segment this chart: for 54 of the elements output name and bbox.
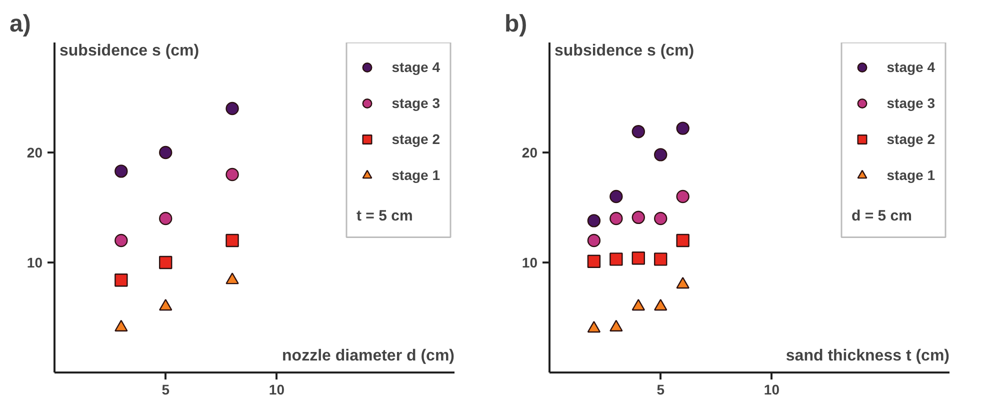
legend-label: stage 2 [886, 131, 935, 147]
point [654, 212, 668, 226]
point [654, 252, 668, 266]
x-tick-label: 5 [656, 382, 665, 398]
point [632, 252, 645, 265]
x-axis-title: sand thickness t (cm) [786, 348, 950, 364]
point [226, 272, 239, 284]
point [654, 148, 668, 162]
legend-label: stage 3 [392, 95, 440, 111]
annotation: t = 5 cm [356, 207, 413, 224]
point [610, 190, 623, 204]
point [587, 214, 601, 228]
point [587, 320, 601, 333]
point [114, 234, 128, 248]
y-tick-label: 20 [26, 144, 43, 160]
point [226, 102, 239, 116]
point [632, 298, 645, 311]
y-axis-title: subsidence s (cm) [60, 42, 200, 60]
point [114, 274, 128, 287]
point [632, 125, 645, 138]
legend-label: stage 4 [392, 59, 440, 75]
legend-label: stage 2 [392, 131, 440, 147]
chart-title: b) [504, 10, 528, 38]
legend-label: stage 1 [392, 167, 440, 183]
point [587, 234, 601, 248]
x-tick-label: 5 [162, 382, 170, 398]
point [226, 168, 239, 182]
point [654, 298, 668, 311]
annotation: d = 5 cm [852, 207, 912, 224]
point [676, 276, 690, 289]
point [159, 212, 172, 226]
x-tick-label: 10 [268, 382, 285, 398]
legend-label: stage 3 [886, 95, 935, 111]
chart-title: a) [10, 10, 31, 38]
point [676, 122, 690, 135]
point [676, 234, 690, 248]
point [610, 212, 623, 226]
y-axis-title: subsidence s (cm) [554, 42, 694, 60]
point [610, 320, 623, 332]
point [159, 146, 172, 160]
y-tick-label: 20 [522, 144, 538, 160]
point [159, 256, 172, 270]
point [587, 254, 601, 268]
point [610, 252, 623, 266]
legend-label: stage 4 [886, 59, 935, 75]
point [114, 320, 128, 332]
point [159, 298, 172, 311]
point [226, 234, 239, 248]
x-axis-title: nozzle diameter d (cm) [282, 348, 455, 364]
point [114, 164, 128, 178]
point [632, 210, 645, 224]
x-tick-label: 10 [764, 382, 780, 398]
point [676, 190, 690, 204]
legend-label: stage 1 [886, 167, 935, 183]
